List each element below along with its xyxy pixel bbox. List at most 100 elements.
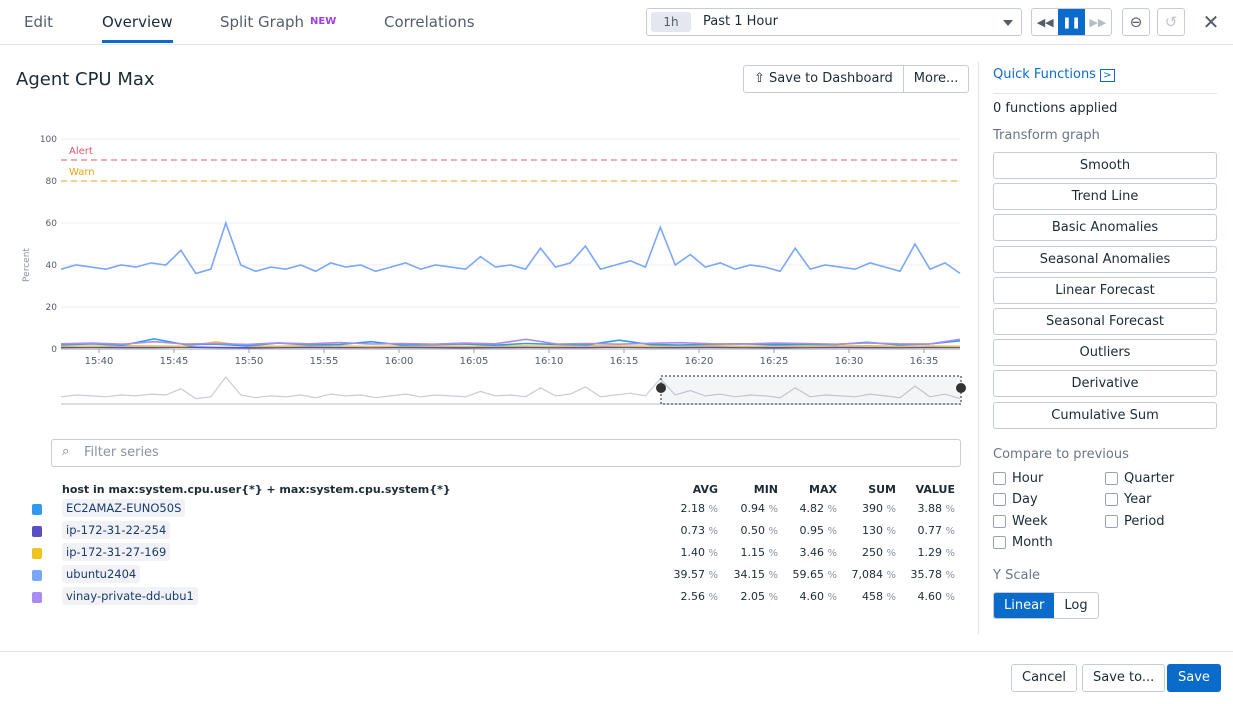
- function-button[interactable]: Derivative: [993, 370, 1217, 398]
- checkbox-box: [1105, 514, 1118, 528]
- yscale-linear[interactable]: Linear: [994, 593, 1055, 618]
- collapse-panel-icon[interactable]: >: [1100, 69, 1115, 82]
- table-row[interactable]: vinay-private-dd-ubu1 2.56 % 2.05 % 4.60 % 4…: [0, 586, 970, 608]
- filter-series-input[interactable]: [84, 445, 884, 460]
- compare-checkbox[interactable]: Year: [1105, 492, 1152, 507]
- cell-sum: 250 %: [816, 546, 896, 559]
- cell-value: 130: [861, 524, 883, 537]
- series-line-ubuntu2404[interactable]: [60, 220, 961, 275]
- compare-label-text: Year: [1124, 492, 1152, 508]
- checkbox-box: [1105, 472, 1118, 485]
- save-to-dashboard-button[interactable]: ⇧ Save to Dashboard: [744, 66, 903, 92]
- host-tag[interactable]: vinay-private-dd-ubu1: [62, 587, 198, 605]
- tab-edit[interactable]: Edit: [24, 13, 54, 31]
- yscale-log[interactable]: Log: [1064, 598, 1088, 613]
- table-row[interactable]: ip-172-31-27-169 1.40 % 1.15 % 3.46 % 250 % 1…: [0, 542, 970, 564]
- host-tag[interactable]: ubuntu2404: [62, 565, 141, 583]
- col-min[interactable]: MIN: [753, 483, 778, 496]
- cell-max: 3.46 %: [757, 546, 837, 559]
- compare-checkbox[interactable]: Period: [1105, 514, 1165, 529]
- navigator-line: [60, 376, 961, 400]
- y-axis-label: Percent: [22, 248, 32, 282]
- table-row[interactable]: ip-172-31-22-254 0.73 % 0.50 % 0.95 % 130 % 0…: [0, 520, 970, 542]
- col-sum[interactable]: SUM: [868, 483, 896, 496]
- host-tag[interactable]: ip-172-31-22-254: [62, 521, 171, 539]
- threshold-label: Warn: [69, 167, 95, 178]
- compare-checkbox[interactable]: Quarter: [1105, 471, 1174, 486]
- table-row[interactable]: ubuntu2404 39.57 % 34.15 % 59.65 % 7,084 % 35…: [0, 564, 970, 586]
- cell-value: 0.77: [917, 524, 942, 537]
- compare-checkbox[interactable]: Hour: [993, 471, 1043, 486]
- cell-avg: 0.73 %: [638, 524, 718, 537]
- compare-checkbox[interactable]: Day: [993, 492, 1038, 507]
- time-range-pill: 1h: [651, 12, 691, 32]
- zoom-out-button[interactable]: ⊖: [1122, 8, 1150, 36]
- close-button[interactable]: ✕: [1197, 8, 1225, 36]
- unit: %: [708, 548, 718, 559]
- checkbox-box: [993, 535, 1006, 549]
- threshold-label: Alert: [69, 146, 93, 157]
- time-range-selector[interactable]: 1h Past 1 Hour: [646, 8, 1022, 36]
- navigator-selection[interactable]: [660, 375, 962, 405]
- series-line-ip-172-31-27-169[interactable]: [60, 341, 961, 348]
- cell-value: 34.15: [733, 568, 765, 581]
- unit: %: [886, 526, 896, 537]
- pause-button[interactable]: ❚❚: [1058, 9, 1085, 35]
- compare-checkbox[interactable]: Week: [993, 514, 1048, 529]
- cell-value: 4.60: [917, 590, 942, 603]
- y-tick-label: 100: [40, 135, 57, 145]
- unit: %: [708, 526, 718, 537]
- cell-max: 0.95 %: [757, 524, 837, 537]
- save-button[interactable]: Save: [1167, 664, 1221, 692]
- function-button[interactable]: Trend Line: [993, 183, 1217, 211]
- reset-button[interactable]: ↺: [1157, 8, 1185, 36]
- cell-min: 1.15 %: [698, 546, 778, 559]
- rewind-button[interactable]: ◀◀: [1036, 15, 1054, 29]
- function-button[interactable]: Seasonal Forecast: [993, 308, 1217, 335]
- more-button[interactable]: More...: [902, 66, 969, 92]
- cell-value: 39.57: [673, 568, 705, 581]
- series-line-vinay-private-dd-ubu1[interactable]: [60, 338, 961, 346]
- function-button[interactable]: Smooth: [993, 152, 1217, 179]
- tab-correlations[interactable]: Correlations: [384, 13, 475, 31]
- cell-min: 2.05 %: [698, 590, 778, 603]
- series-color-swatch[interactable]: [32, 570, 42, 581]
- function-button[interactable]: Outliers: [993, 339, 1217, 367]
- navigator-handle-left[interactable]: [656, 383, 666, 393]
- x-tick-label: 15:40: [85, 356, 114, 367]
- function-button[interactable]: Basic Anomalies: [993, 214, 1217, 242]
- x-tick-label: 16:10: [535, 356, 564, 367]
- function-button[interactable]: Seasonal Anomalies: [993, 245, 1217, 273]
- navigator-handle-right[interactable]: [956, 383, 966, 393]
- tab-overview[interactable]: Overview: [102, 13, 173, 43]
- cell-value: 3.88: [917, 502, 942, 515]
- unit: %: [945, 570, 955, 581]
- col-avg[interactable]: AVG: [692, 483, 718, 496]
- cell-min: 0.94 %: [698, 502, 778, 515]
- x-tick-label: 16:20: [685, 356, 714, 367]
- host-tag[interactable]: EC2AMAZ-EUNO50S: [62, 499, 186, 517]
- series-color-swatch[interactable]: [32, 504, 42, 515]
- col-max[interactable]: MAX: [809, 483, 837, 496]
- col-value[interactable]: VALUE: [915, 483, 955, 496]
- fast-forward-button[interactable]: ▶▶: [1089, 15, 1107, 29]
- host-tag[interactable]: ip-172-31-27-169: [62, 543, 171, 561]
- unit: %: [708, 592, 718, 603]
- quick-functions-title[interactable]: Quick Functions >: [993, 67, 1115, 82]
- cell-avg: 2.18 %: [638, 502, 718, 515]
- series-line-ip-172-31-22-254[interactable]: [60, 346, 960, 349]
- cancel-button[interactable]: Cancel: [1011, 664, 1078, 692]
- playback-controls: ◀◀ ❚❚ ▶▶: [1031, 8, 1112, 36]
- series-color-swatch[interactable]: [32, 592, 42, 603]
- table-row[interactable]: EC2AMAZ-EUNO50S 2.18 % 0.94 % 4.82 % 390 % 3.…: [0, 498, 970, 520]
- tab-split-graph[interactable]: Split Graph NEW: [220, 13, 336, 31]
- function-button[interactable]: Linear Forecast: [993, 276, 1217, 304]
- function-button[interactable]: Cumulative Sum: [993, 401, 1217, 429]
- unit: %: [886, 570, 896, 581]
- timeseries-chart[interactable]: 0 20 40 60 80 100 Percent 15:40 15:45 15:50 15:55 1…: [0, 120, 975, 420]
- cell-sum: 7,084 %: [816, 568, 896, 581]
- series-color-swatch[interactable]: [32, 548, 42, 559]
- series-color-swatch[interactable]: [32, 526, 42, 537]
- compare-checkbox[interactable]: Month: [993, 535, 1053, 550]
- save-to-button[interactable]: Save to...: [1082, 664, 1166, 692]
